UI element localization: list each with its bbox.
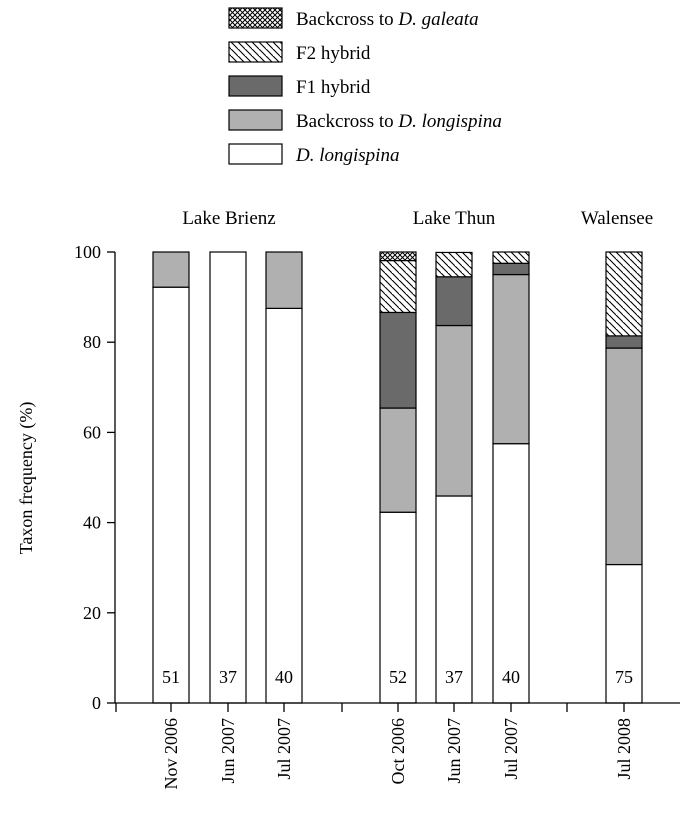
bar-segment xyxy=(265,307,303,704)
y-axis-label: Taxon frequency (%) xyxy=(16,402,37,555)
sample-size-label: 37 xyxy=(445,667,463,687)
bar-segment xyxy=(605,251,643,337)
legend-label: F2 hybrid xyxy=(296,43,371,64)
bar-segment xyxy=(379,511,417,704)
lake-group-label: Lake Thun xyxy=(413,208,496,229)
legend-label: F1 hybrid xyxy=(296,77,371,98)
bar-segment xyxy=(435,324,473,497)
y-tick-label: 20 xyxy=(83,603,101,623)
bar-segment xyxy=(605,347,643,566)
sample-size-label: 75 xyxy=(615,667,633,687)
x-tick-label: Jul 2007 xyxy=(501,718,521,780)
sample-size-label: 37 xyxy=(219,667,237,687)
legend-label: Backcross to D. longispina xyxy=(296,111,502,132)
bar-segment xyxy=(379,407,417,513)
y-tick-label: 80 xyxy=(83,332,101,352)
legend-swatch xyxy=(228,7,283,29)
x-tick-label: Oct 2006 xyxy=(388,718,408,785)
legend-label: Backcross to D. galeata xyxy=(296,9,479,30)
x-tick-label: Jul 2008 xyxy=(614,718,634,780)
bar-segment xyxy=(492,273,530,445)
bar-segment xyxy=(435,495,473,704)
y-tick-label: 60 xyxy=(83,422,101,442)
bar-segment xyxy=(605,563,643,704)
bar-segment xyxy=(435,276,473,327)
y-tick-label: 100 xyxy=(74,242,101,262)
bar-segment xyxy=(492,262,530,276)
bar-segment xyxy=(379,251,417,262)
bar-segment xyxy=(435,251,473,278)
sample-size-label: 40 xyxy=(502,667,520,687)
legend-swatch xyxy=(228,109,283,131)
bar-segment xyxy=(492,443,530,704)
y-tick-label: 40 xyxy=(83,513,101,533)
x-tick-label: Jun 2007 xyxy=(218,718,238,784)
bar-segment xyxy=(605,335,643,349)
bar-segment xyxy=(209,251,247,704)
bar-segment xyxy=(379,259,417,314)
legend-swatch xyxy=(228,75,283,97)
sample-size-label: 40 xyxy=(275,667,293,687)
lake-group-label: Lake Brienz xyxy=(182,208,275,229)
lake-group-label: Walensee xyxy=(581,208,653,229)
sample-size-label: 51 xyxy=(162,667,180,687)
legend: Backcross to D. galeata F2 hybrid F1 hybri… xyxy=(228,7,502,166)
y-tick-label: 0 xyxy=(92,693,101,713)
x-tick-label: Jun 2007 xyxy=(444,718,464,784)
axes: 0 20 40 60 80 100 xyxy=(74,242,680,713)
bars: 51 Nov 2006 37 Jun 2007 40 Jul 2007 52 Oct 2006… xyxy=(152,251,643,790)
bar-segment xyxy=(379,311,417,409)
sample-size-label: 52 xyxy=(389,667,407,687)
x-tick-label: Jul 2007 xyxy=(274,718,294,780)
bar-segment xyxy=(152,251,190,288)
legend-swatch xyxy=(228,41,283,63)
bar-segment xyxy=(492,251,530,264)
legend-label: D. longispina xyxy=(295,145,399,166)
bar-segment xyxy=(265,251,303,309)
group-labels: Lake Brienz Lake Thun Walensee xyxy=(182,208,653,229)
bar-segment xyxy=(152,286,190,704)
legend-swatch xyxy=(228,143,283,165)
x-tick-label: Nov 2006 xyxy=(161,718,181,790)
